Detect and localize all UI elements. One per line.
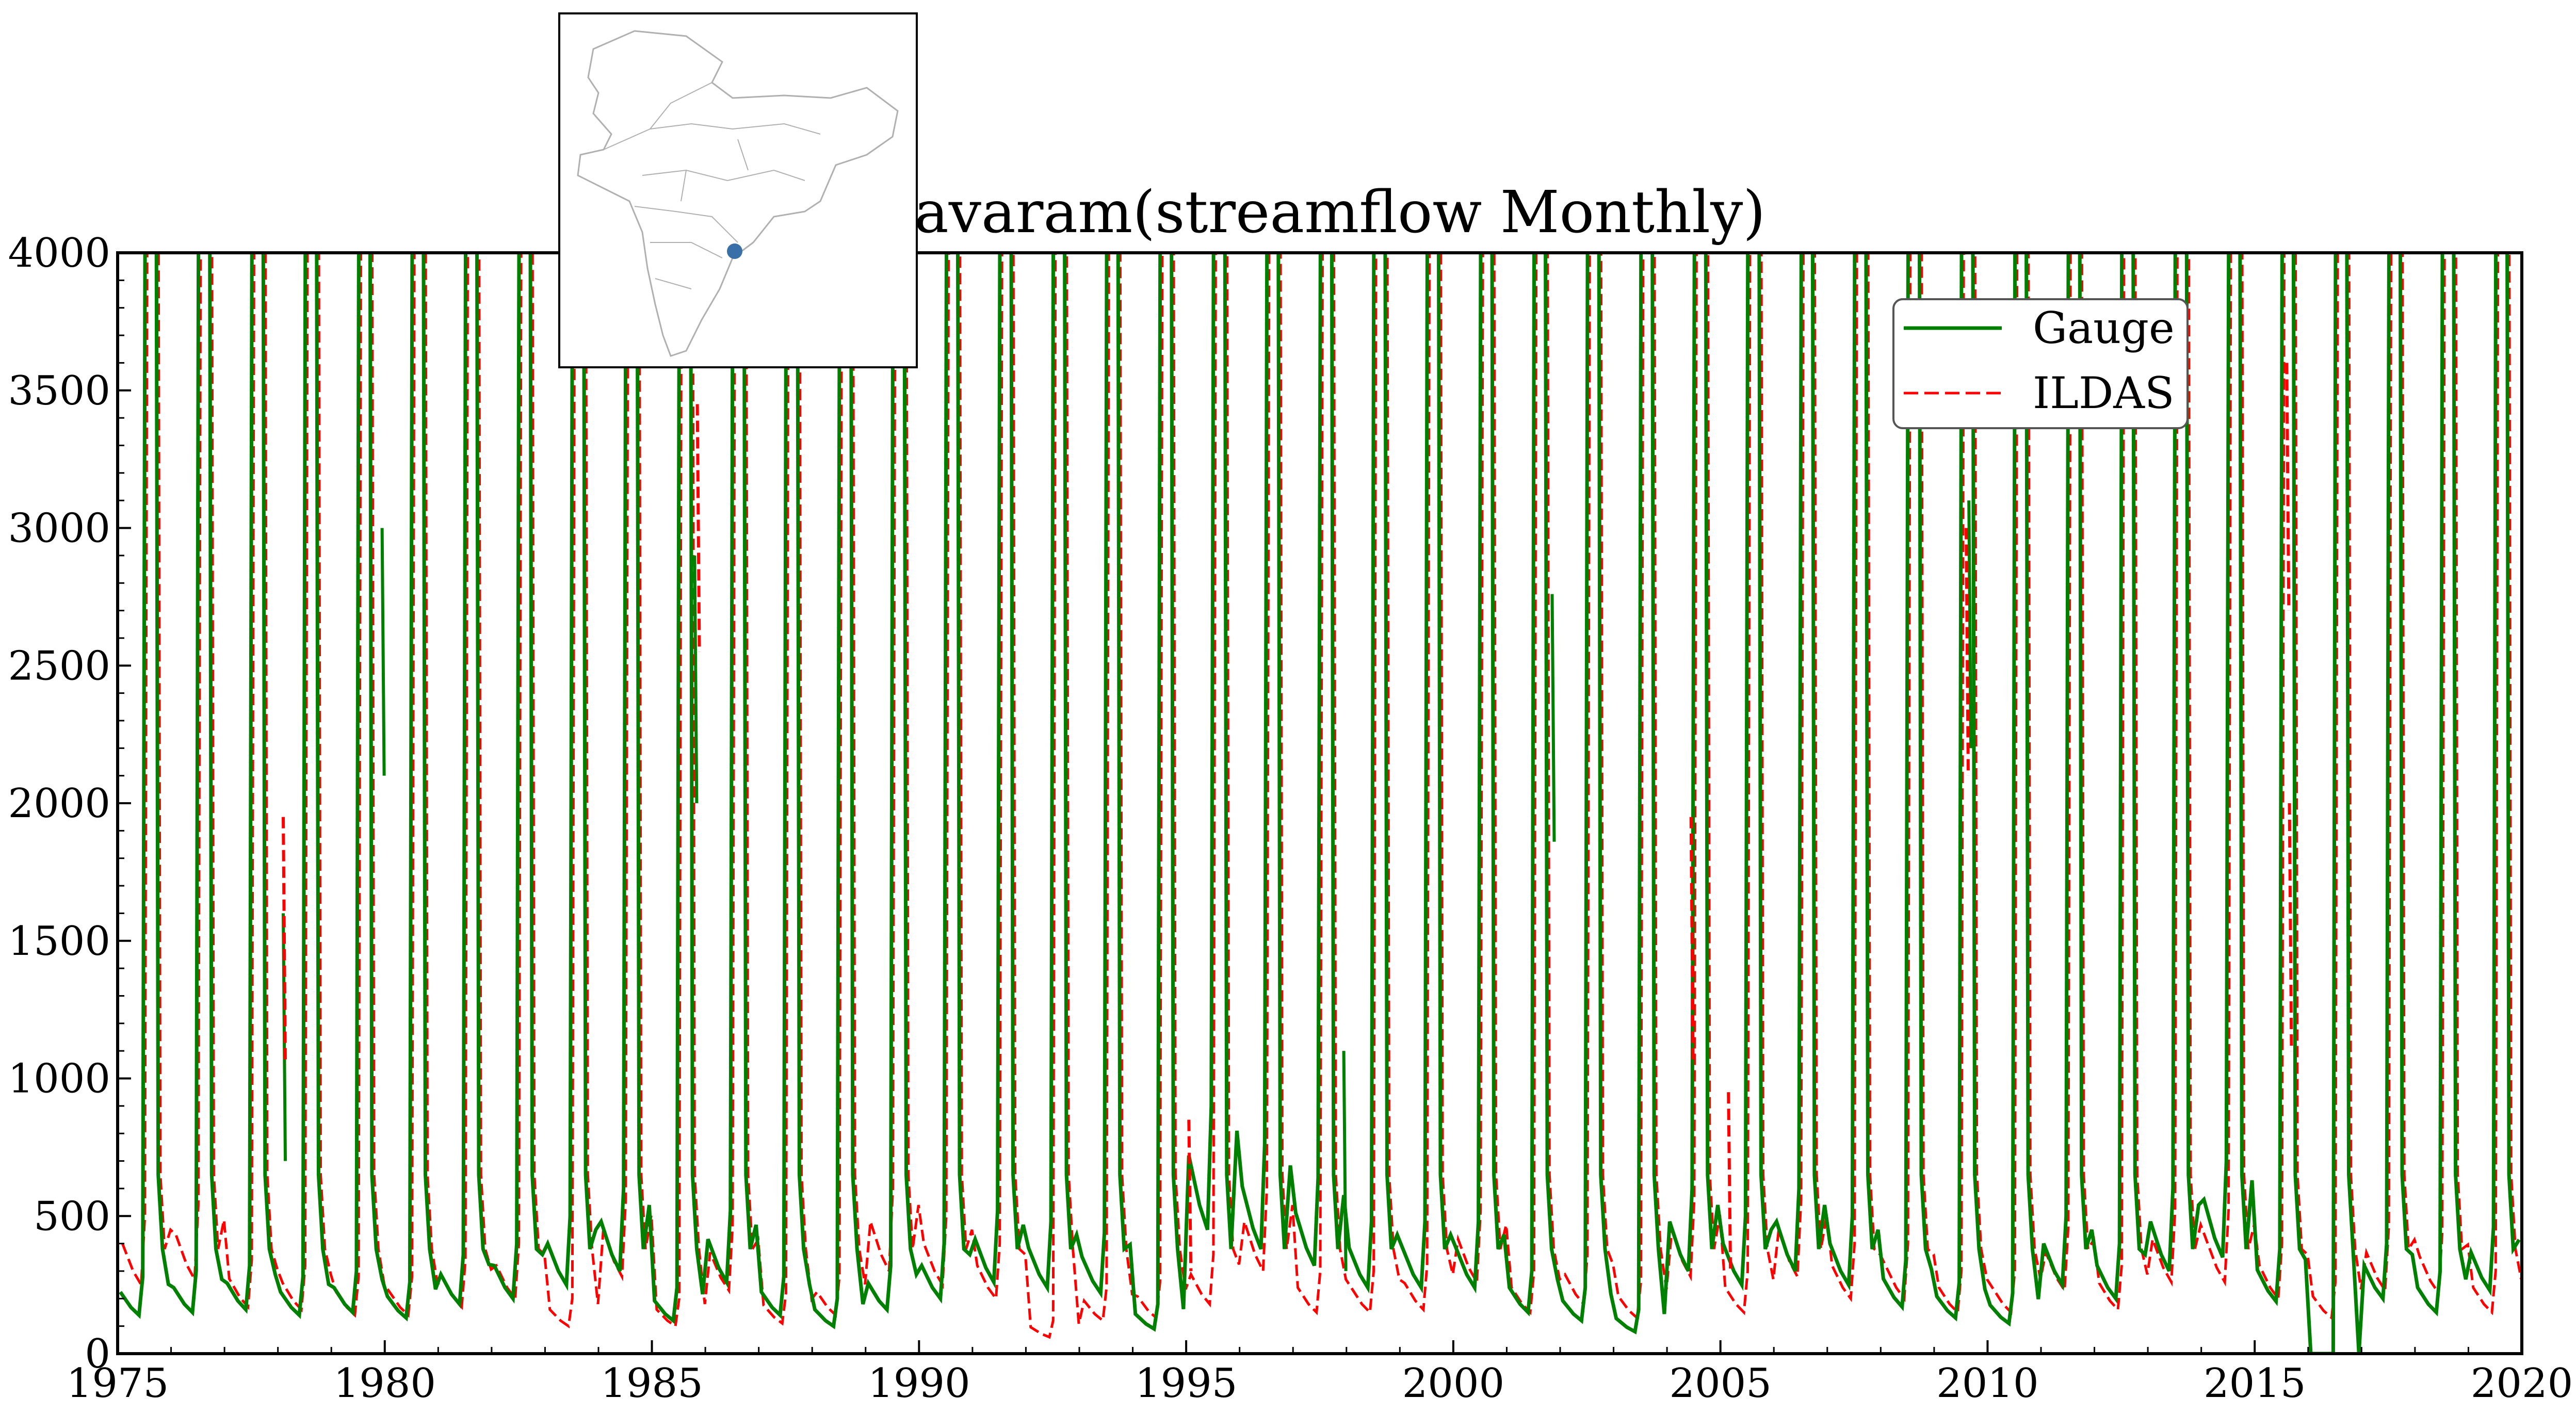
- legend-gauge-label: Gauge: [2033, 303, 2175, 353]
- y-tick-label: 2500: [8, 643, 110, 689]
- axis-ticks: 1975 1980 1985 1990 1995 2000 2005 2010 2015 2020…: [8, 230, 2573, 1407]
- spike-mark: [695, 404, 701, 652]
- x-tick-label: 2000: [1402, 1360, 1505, 1407]
- inset-map-frame: [558, 12, 918, 368]
- y-tick-label: 2000: [8, 781, 110, 827]
- spike-mark: [693, 555, 699, 804]
- spike-mark: [1727, 1092, 1732, 1271]
- legend-box: [1892, 298, 2189, 429]
- spike-mark: [2288, 803, 2293, 1051]
- spike-mark: [1967, 500, 1973, 749]
- legend-ildas-label: ILDAS: [2033, 368, 2175, 418]
- x-tick-label: 2015: [2204, 1360, 2306, 1407]
- station-marker: [727, 243, 742, 259]
- y-tick-label: 3500: [8, 368, 110, 414]
- x-tick-label: 2005: [1669, 1360, 1772, 1407]
- spike-mark: [1187, 1119, 1193, 1271]
- spike-mark: [1342, 1051, 1348, 1271]
- plot-area: [119, 253, 2522, 1354]
- legend: Gauge ILDAS: [1892, 298, 2189, 429]
- x-tick-label: 1980: [334, 1360, 436, 1407]
- india-outline: [577, 30, 899, 357]
- spike-mark: [1689, 817, 1695, 1065]
- series-line-ildas: [121, 253, 2522, 1339]
- chart-title: Polavaram(streamflow Monthly): [824, 179, 1765, 246]
- x-tick-label: 1995: [1135, 1360, 1238, 1407]
- spike-mark: [282, 817, 287, 1065]
- y-tick-label: 500: [34, 1193, 110, 1240]
- y-tick-label: 1000: [8, 1056, 110, 1102]
- spike-mark: [1550, 594, 1556, 842]
- x-tick-label: 1990: [868, 1360, 970, 1407]
- spike-mark: [380, 528, 386, 776]
- inset-map: [558, 12, 918, 368]
- x-tick-label: 2010: [1936, 1360, 2039, 1407]
- y-tick-label: 1500: [8, 918, 110, 965]
- y-tick-label: 4000: [8, 230, 110, 277]
- x-tick-label: 1975: [67, 1360, 169, 1407]
- y-tick-label: 0: [85, 1331, 110, 1377]
- x-tick-label: 1985: [601, 1360, 703, 1407]
- basin-boundaries: [603, 82, 821, 289]
- spike-mark: [2285, 363, 2291, 611]
- y-tick-label: 3000: [8, 506, 110, 552]
- spike-mark: [1965, 528, 1970, 776]
- x-tick-label: 2020: [2471, 1360, 2573, 1407]
- series-layer: [119, 253, 2522, 1354]
- series-line-gauge: [119, 253, 2521, 1354]
